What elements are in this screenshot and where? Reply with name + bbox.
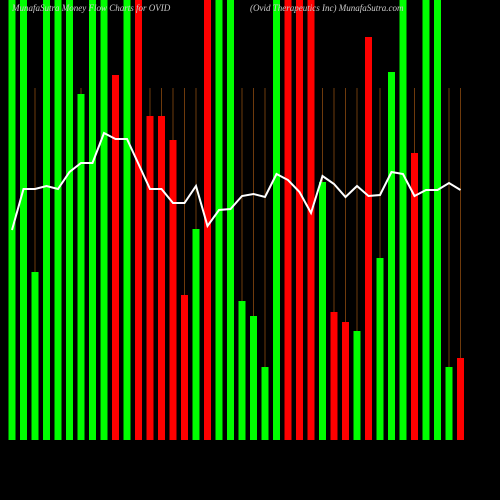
bar — [215, 0, 223, 440]
bar — [77, 94, 85, 440]
bar — [20, 0, 27, 440]
bar — [54, 0, 62, 440]
bars — [8, 0, 464, 440]
bar — [457, 358, 464, 440]
bar — [181, 295, 188, 440]
bar — [238, 301, 246, 440]
bar — [227, 0, 234, 440]
price-line — [11, 131, 462, 231]
bar — [43, 0, 50, 440]
bar — [89, 0, 96, 440]
bar — [8, 0, 16, 440]
bar — [284, 0, 292, 440]
bar — [422, 0, 430, 440]
bar — [388, 72, 395, 440]
bar — [192, 229, 200, 440]
bar — [307, 0, 315, 440]
bar — [146, 116, 154, 440]
bar — [365, 37, 372, 440]
bar — [330, 312, 338, 440]
bar — [169, 140, 177, 440]
bar — [376, 258, 384, 440]
bar — [399, 0, 407, 440]
bar — [261, 367, 269, 440]
bar — [204, 0, 211, 440]
bar — [123, 0, 131, 440]
chart-title: MunafaSutra Money Flow Charts for OVID — [11, 3, 171, 13]
bar — [445, 367, 453, 440]
bar — [353, 331, 361, 440]
bar — [135, 0, 142, 440]
bar — [158, 116, 165, 440]
bar — [250, 316, 257, 440]
bar — [31, 272, 39, 440]
bar — [273, 0, 280, 440]
bar — [112, 75, 119, 440]
bar — [434, 0, 441, 440]
bar — [100, 0, 108, 440]
bar — [66, 0, 73, 440]
bar — [411, 153, 418, 440]
bar — [296, 0, 303, 440]
bar — [319, 182, 326, 440]
bar — [342, 322, 349, 440]
chart-subtitle: (Ovid Therapeutics Inc) MunafaSutra.com — [250, 3, 404, 13]
